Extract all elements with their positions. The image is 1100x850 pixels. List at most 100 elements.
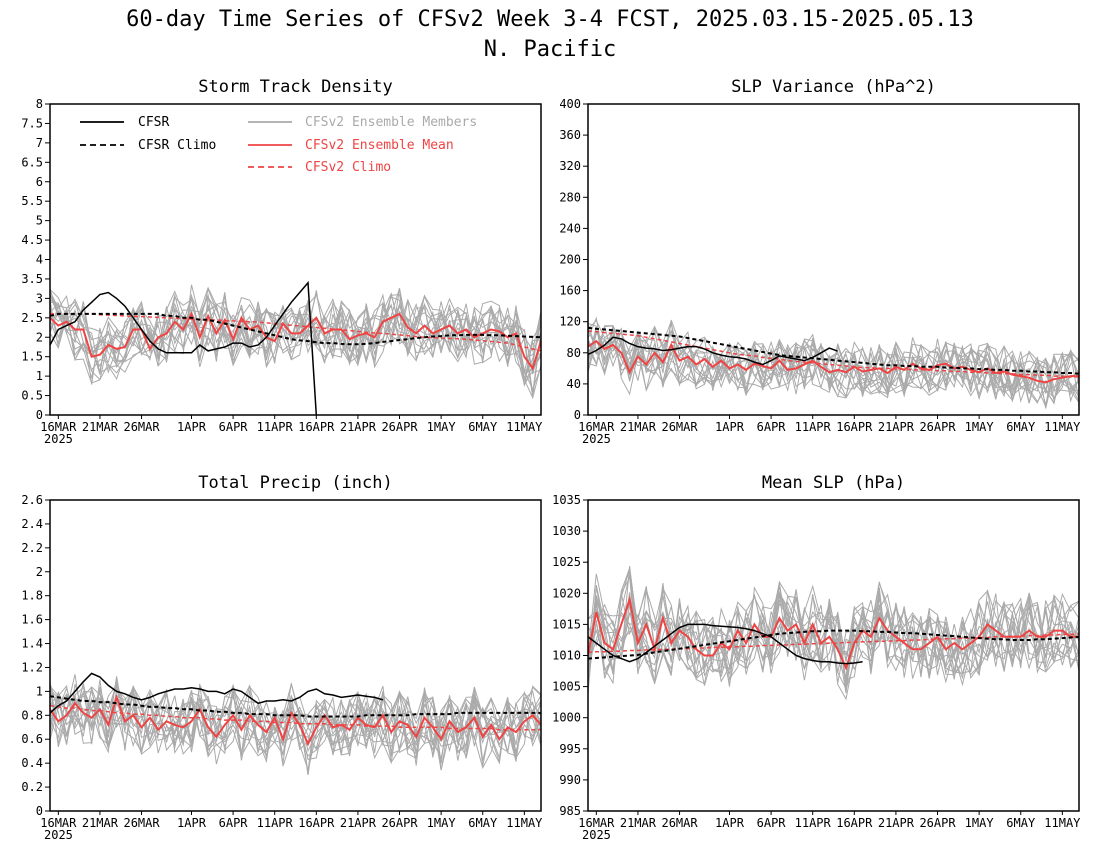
cfsv2-climo-line (588, 632, 1079, 654)
cfsv2-climo-line (588, 330, 1079, 378)
x-tick-label: 21APR (878, 816, 915, 830)
y-tick-label: 360 (559, 128, 581, 142)
x-tick-label: 26APR (381, 420, 418, 434)
member-line (588, 325, 1079, 396)
y-tick-label: 1.6 (21, 613, 43, 627)
x-tick-label: 21APR (878, 420, 915, 434)
x-tick-label: 1APR (177, 420, 207, 434)
y-tick-label: 990 (559, 773, 581, 787)
plot-frame (49, 103, 542, 416)
member-line (50, 290, 541, 380)
y-tick-label: 1015 (552, 617, 581, 631)
x-tick-label: 11MAY (506, 420, 543, 434)
y-tick-label: 280 (559, 190, 581, 204)
member-line (50, 290, 541, 386)
cfsr-climo-line (588, 326, 1079, 375)
y-tick-label: 160 (559, 284, 581, 298)
cfsr-line (50, 280, 318, 415)
x-tick-label: 6MAY (1006, 816, 1036, 830)
y-tick-label: 0.6 (21, 732, 43, 746)
plot-area (588, 565, 1079, 701)
x-year-label: 2025 (44, 432, 73, 446)
y-tick-label: 0 (36, 408, 43, 422)
x-year-label: 2025 (582, 432, 611, 446)
x-tick-label: 1MAY (965, 816, 995, 830)
x-tick-label: 11MAY (1044, 420, 1081, 434)
x-tick-label: 26APR (919, 420, 956, 434)
x-tick-label: 11MAY (1044, 816, 1081, 830)
y-tick-label: 320 (559, 159, 581, 173)
y-tick-label: 1000 (552, 711, 581, 725)
y-tick-label: 1025 (552, 555, 581, 569)
x-tick-label: 16MAR (40, 816, 77, 830)
plot-area (588, 316, 1079, 409)
y-tick-label: 3 (36, 291, 43, 305)
y-tick-label: 7.5 (21, 116, 43, 130)
panel-title: Total Precip (inch) (198, 473, 392, 493)
x-year-label: 2025 (44, 828, 73, 842)
legend-mean-label: CFSv2 Ensemble Mean (305, 138, 454, 153)
y-tick-label: 400 (559, 97, 581, 111)
y-tick-label: 1010 (552, 649, 581, 663)
panels: Storm Track Density 0 0.5 1 1.5 2 2.5 3 3.5 4 4.5 5… (21, 77, 1081, 842)
y-tick-label: 2.6 (21, 493, 43, 507)
y-tick-label: 0.5 (21, 389, 43, 403)
x-tick-label: 26MAR (661, 420, 698, 434)
panel-title: SLP Variance (hPa^2) (731, 77, 936, 97)
x-tick-label: 11APR (795, 816, 832, 830)
legend-members-label: CFSv2 Ensemble Members (305, 115, 477, 130)
panel-3: Total Precip (inch) 0 0.2 0.4 0.6 0.8 1 1.2 1.4 1… (21, 473, 543, 842)
x-tick-label: 16APR (836, 420, 873, 434)
y-tick-label: 200 (559, 253, 581, 267)
x-tick-label: 1APR (715, 816, 745, 830)
x-tick-label: 6APR (219, 816, 249, 830)
y-tick-label: 1.2 (21, 660, 43, 674)
y-tick-label: 40 (567, 377, 581, 391)
y-tick-label: 0.8 (21, 708, 43, 722)
member-line (588, 567, 1079, 690)
y-tick-label: 5 (36, 214, 43, 228)
y-tick-label: 0.4 (21, 756, 43, 770)
x-tick-label: 6MAY (468, 420, 498, 434)
y-tick-label: 0 (36, 804, 43, 818)
x-tick-label: 1APR (177, 816, 207, 830)
plot-frame (587, 103, 1080, 416)
y-tick-label: 80 (567, 346, 581, 360)
legend-cfsv2-climo-label: CFSv2 Climo (305, 160, 391, 175)
x-tick-label: 1APR (715, 420, 745, 434)
x-tick-label: 11APR (257, 816, 294, 830)
y-tick-label: 5.5 (21, 194, 43, 208)
y-tick-label: 0.2 (21, 780, 43, 794)
panel-4: Mean SLP (hPa) 985 990 995 1000 1005 1010 1015 1… (552, 473, 1081, 842)
plot-area (50, 280, 541, 415)
x-tick-label: 26APR (919, 816, 956, 830)
y-tick-label: 4 (36, 253, 43, 267)
y-tick-label: 1020 (552, 586, 581, 600)
y-tick-label: 120 (559, 315, 581, 329)
y-tick-label: 1005 (552, 680, 581, 694)
x-tick-label: 16MAR (40, 420, 77, 434)
y-tick-label: 6.5 (21, 155, 43, 169)
y-tick-label: 2.4 (21, 517, 43, 531)
y-tick-label: 8 (36, 97, 43, 111)
member-line (50, 683, 541, 762)
legend-cfsr-label: CFSR (138, 115, 169, 130)
panel-2: SLP Variance (hPa^2) 0 40 80 120 160 200 240 280… (559, 77, 1081, 446)
y-tick-label: 2 (36, 330, 43, 344)
x-tick-label: 1MAY (427, 816, 457, 830)
y-tick-label: 6 (36, 175, 43, 189)
cfsr-climo-line (588, 629, 1079, 660)
member-line (50, 287, 541, 374)
y-tick-label: 1035 (552, 493, 581, 507)
x-tick-label: 16APR (298, 420, 335, 434)
cfsr-climo-line (50, 312, 541, 346)
cfsv2-climo-line (50, 704, 541, 731)
cfsr-line (588, 623, 863, 665)
legend: CFSR CFSR Climo CFSv2 Ensemble Members CFSv… (80, 115, 477, 175)
x-tick-label: 21MAR (620, 420, 657, 434)
y-tick-label: 1 (36, 684, 43, 698)
plot-frame (587, 499, 1080, 812)
x-tick-label: 26MAR (123, 816, 160, 830)
y-tick-label: 1.4 (21, 637, 43, 651)
